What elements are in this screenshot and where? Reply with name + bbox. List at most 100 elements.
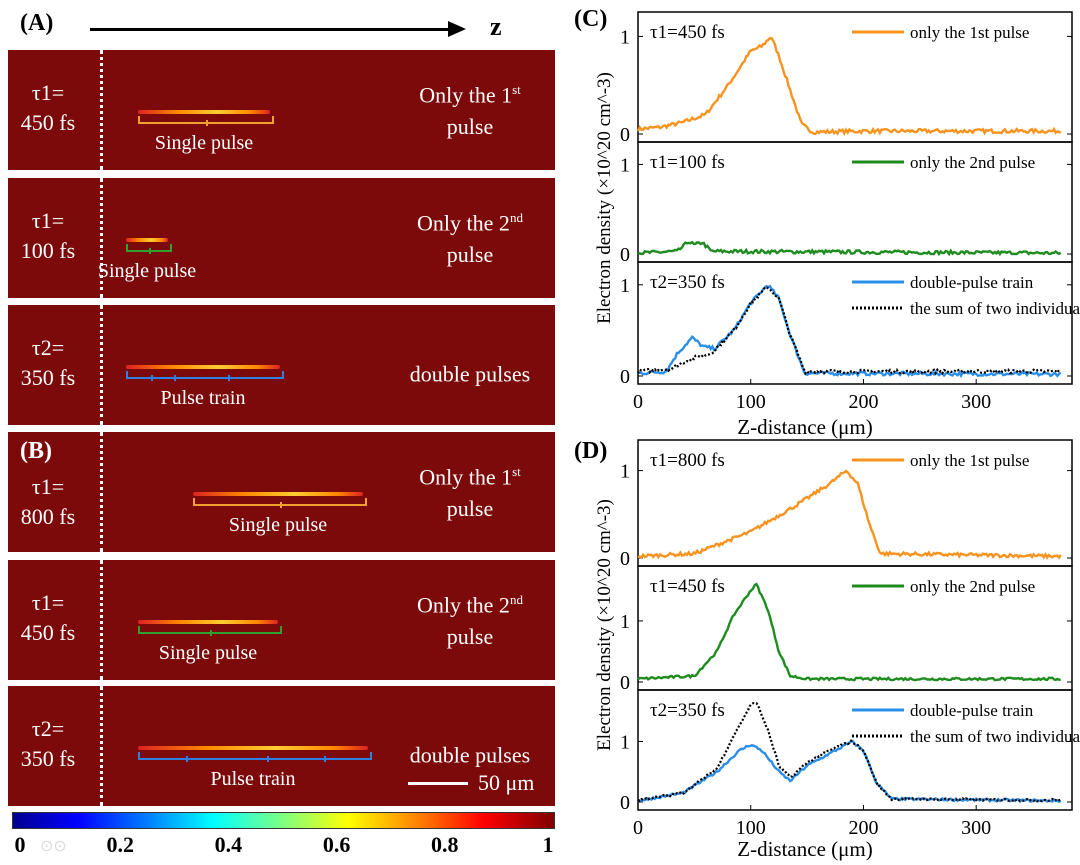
- tau-value: 100 fs: [20, 238, 76, 263]
- tau-symbol: τ2=: [31, 716, 65, 741]
- plasma-streak: [126, 238, 168, 242]
- bracket-tick: [174, 375, 177, 381]
- subplot-annotation: τ1=450 fs: [650, 576, 725, 597]
- bracket-tick: [151, 375, 154, 381]
- legend-entry: the sum of two individual sub-pulses: [910, 727, 1080, 746]
- x-tick-label: 0: [633, 817, 643, 839]
- bracket-tick: [280, 502, 282, 508]
- y-tick-label: 1: [620, 611, 630, 633]
- density-map-strip: τ1= 800 fs Only the 1st pulse Single pulse: [8, 432, 555, 552]
- description-text: Only the 1: [419, 464, 513, 490]
- tau-label: τ1= 800 fs: [8, 472, 88, 532]
- legend-entry: only the 2nd pulse: [910, 577, 1035, 596]
- series-line-measured: [636, 36, 1062, 137]
- series-line-measured: [637, 582, 1061, 682]
- x-tick-label: 100: [736, 817, 766, 839]
- tau-value: 350 fs: [20, 365, 76, 390]
- dotted-reference-line: [100, 560, 103, 680]
- y-tick-label: 0: [620, 672, 630, 694]
- dotted-reference-line: [100, 50, 103, 170]
- description-text: Only the 2: [417, 592, 510, 618]
- y-tick-label: 1: [620, 275, 630, 297]
- description-superscript: nd: [509, 210, 523, 225]
- description-text-line2: pulse: [446, 242, 494, 268]
- chart-panel-label: (C): [574, 6, 607, 32]
- y-tick-label: 1: [620, 154, 630, 176]
- bracket-label: Single pulse: [154, 132, 254, 154]
- subplot-frame: [637, 261, 1073, 385]
- bracket-label: Pulse train: [210, 768, 296, 790]
- x-tick-label: 300: [961, 391, 991, 413]
- legend-entry: only the 1st pulse: [910, 451, 1029, 470]
- density-map-strip: τ1= 100 fs Only the 2nd pulse Single pulse: [8, 178, 555, 298]
- bracket-tick: [266, 756, 269, 762]
- bracket-label: Single pulse: [158, 642, 258, 664]
- pulse-bracket: [126, 244, 172, 254]
- bracket-tick: [324, 756, 326, 762]
- bracket-tick: [210, 630, 212, 636]
- y-tick-label: 1: [620, 461, 630, 483]
- description-superscript: st: [512, 82, 521, 97]
- x-tick-label: 200: [848, 817, 878, 839]
- tau-symbol: τ1=: [31, 474, 65, 499]
- dotted-reference-line: [100, 432, 103, 552]
- tau-value: 800 fs: [20, 504, 76, 529]
- tau-label: τ1= 100 fs: [8, 206, 88, 266]
- colorbar-tick: 0.6: [322, 832, 351, 857]
- x-tick-label: 100: [736, 391, 766, 413]
- legend-entry: double-pulse train: [910, 273, 1034, 292]
- bracket-label: Single pulse: [228, 514, 328, 536]
- series-line-measured: [637, 240, 1062, 257]
- description-text: Only the 1: [419, 82, 513, 108]
- dotted-reference-line: [100, 305, 103, 425]
- bracket-tick: [228, 375, 231, 381]
- strip-description: Only the 1st pulse: [385, 74, 555, 143]
- plasma-streak: [193, 492, 363, 496]
- series-line-measured: [637, 469, 1062, 560]
- tau-symbol: τ1=: [31, 590, 65, 615]
- strip-description: double pulses: [385, 353, 555, 390]
- y-axis-label: Electron density (×10^20 cm^-3): [594, 499, 615, 751]
- description-superscript: st: [512, 464, 521, 479]
- strip-description: double pulses: [385, 734, 555, 771]
- colorbar-tick: 0.4: [214, 832, 243, 857]
- strip-description: Only the 1st pulse: [385, 456, 555, 525]
- bracket-label: Pulse train: [160, 387, 246, 409]
- z-axis-label: z: [490, 12, 502, 41]
- arrow-head-icon: [448, 21, 466, 37]
- tau-symbol: τ1=: [31, 208, 65, 233]
- bracket-tick: [149, 248, 151, 254]
- description-text-line2: pulse: [446, 496, 494, 522]
- pulse-bracket: [138, 116, 274, 126]
- subplot-frame: [637, 689, 1073, 811]
- chart-panel-label: (D): [574, 438, 607, 464]
- colorbar-tick: 1: [542, 832, 554, 857]
- pulse-bracket: [126, 371, 284, 381]
- bracket-tick: [206, 120, 208, 126]
- colorbar-tick: 0.2: [106, 832, 134, 857]
- y-tick-label: 0: [620, 548, 630, 570]
- y-axis-label: Electron density (×10^20 cm^-3): [594, 72, 615, 324]
- tau-value: 450 fs: [20, 110, 76, 135]
- density-map-strip: τ1= 450 fs Only the 1st pulse Single pulse: [8, 50, 555, 170]
- panel-b-label: (B): [20, 438, 52, 464]
- y-tick-label: 1: [620, 731, 630, 753]
- tau-label: τ2= 350 fs: [8, 714, 88, 774]
- legend-entry: only the 1st pulse: [910, 23, 1029, 42]
- dotted-reference-line: [100, 178, 103, 298]
- y-tick-label: 1: [620, 26, 630, 48]
- description-text: double pulses: [409, 361, 531, 387]
- description-text: Only the 2: [417, 210, 510, 236]
- strip-description: Only the 2nd pulse: [385, 584, 555, 653]
- colorbar-tick: 0.8: [431, 832, 459, 857]
- tau-symbol: τ1=: [31, 80, 65, 105]
- description-superscript: nd: [509, 592, 523, 607]
- plasma-streak: [126, 365, 280, 369]
- subplot-annotation: τ2=350 fs: [650, 272, 725, 293]
- z-axis-arrow: [90, 28, 450, 31]
- pulse-bracket: [138, 626, 282, 636]
- watermark-logo-icon: ⊙⊙: [40, 836, 67, 855]
- y-tick-label: 0: [620, 366, 630, 388]
